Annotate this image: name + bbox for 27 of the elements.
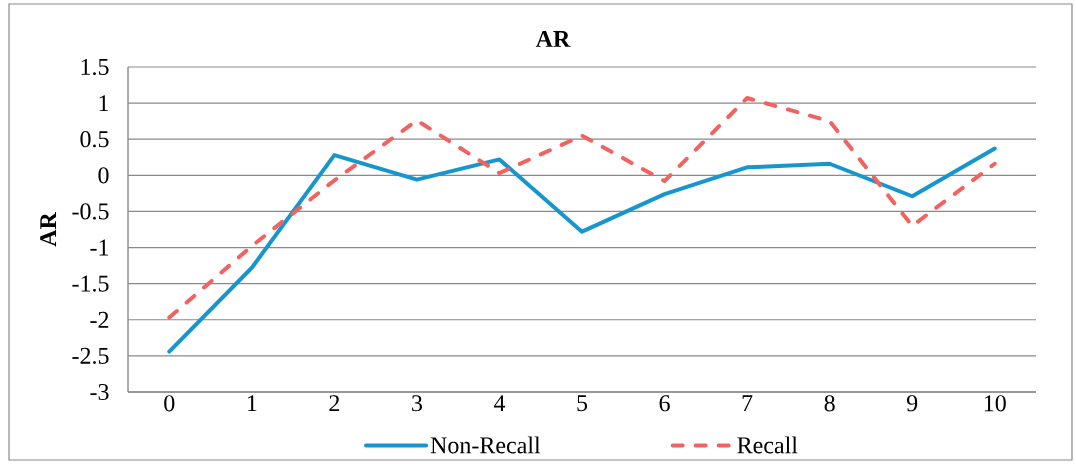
legend-label: Non-Recall — [430, 436, 541, 454]
y-tick-label: -1.5 — [72, 275, 109, 292]
line-series — [167, 96, 997, 320]
x-tick-label: 6 — [659, 395, 670, 412]
x-tick-label: 2 — [329, 395, 340, 412]
y-tick-label: -3 — [90, 383, 109, 401]
line-series — [167, 146, 997, 354]
y-tick-label: -2.5 — [72, 347, 109, 364]
y-tick-label: 1 — [99, 95, 109, 112]
y-tick-label: 0 — [98, 167, 109, 184]
y-tick-label: -2 — [90, 311, 109, 328]
legend-label: Recall — [737, 436, 798, 454]
y-axis-title: AR — [40, 211, 57, 247]
y-tick-label: 1.5 — [81, 58, 109, 76]
y-tick-label: -0.5 — [72, 203, 109, 220]
x-tick-label: 8 — [824, 395, 835, 412]
y-tick-label: 0.5 — [80, 131, 109, 148]
x-tick-label: 4 — [493, 395, 506, 411]
x-tick-label: 10 — [984, 395, 1006, 412]
x-tick-label: 9 — [906, 395, 918, 412]
x-tick-label: 0 — [164, 395, 175, 412]
x-tick-label: 3 — [412, 395, 422, 412]
x-tick-label: 5 — [577, 395, 588, 412]
x-tick-label: 7 — [742, 395, 753, 411]
y-tick-label: -1 — [90, 239, 109, 256]
x-tick-label: 1 — [247, 395, 257, 412]
chart-title: AR — [535, 30, 571, 47]
